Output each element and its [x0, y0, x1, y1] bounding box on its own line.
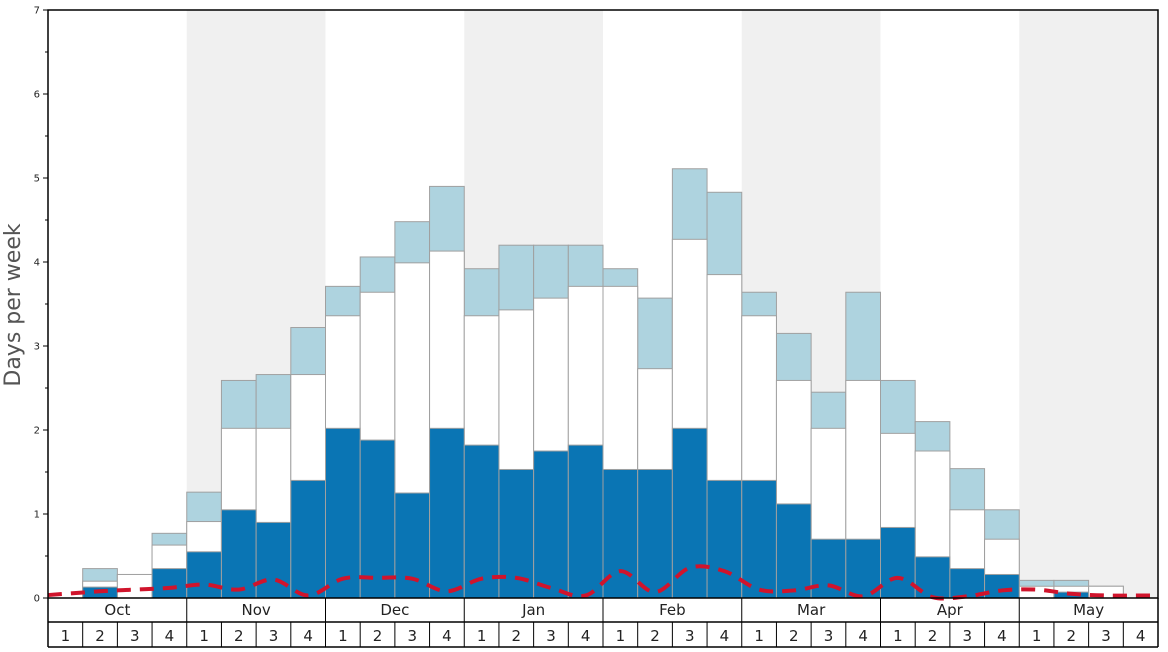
bar-dark	[325, 427, 361, 599]
week-label: 2	[928, 627, 938, 645]
bar-dark	[463, 444, 500, 599]
week-label: 4	[997, 627, 1007, 645]
bar-dark	[741, 479, 777, 599]
bar-dark	[220, 509, 257, 599]
bar-dark	[984, 573, 1020, 599]
week-label: 3	[269, 627, 279, 645]
week-label: 2	[512, 627, 522, 645]
y-axis-label: Days per week	[1, 223, 26, 386]
week-label: 1	[1032, 627, 1042, 645]
dashed-line-group	[47, 564, 1158, 601]
y-tick-label: 7	[34, 6, 40, 17]
week-label: 1	[338, 627, 348, 645]
week-label: 3	[824, 627, 834, 645]
week-label: 2	[789, 627, 799, 645]
month-band	[1019, 10, 1158, 598]
week-label: 1	[61, 627, 71, 645]
bar-dark	[151, 568, 188, 599]
bar-dark	[429, 427, 465, 599]
month-label: May	[1073, 601, 1104, 619]
week-label: 3	[546, 627, 556, 645]
week-label: 2	[234, 627, 244, 645]
bar-dark	[186, 551, 222, 599]
month-label: Mar	[797, 601, 826, 619]
week-label: 1	[893, 627, 903, 645]
y-tick-label: 0	[34, 594, 40, 605]
week-label: 4	[581, 627, 591, 645]
bar-dark	[706, 479, 743, 599]
bar-dark	[567, 444, 604, 599]
bar-dark	[637, 468, 673, 599]
month-label: Feb	[659, 601, 686, 619]
week-label: 4	[165, 627, 175, 645]
bar-dark	[290, 479, 326, 599]
month-label: Nov	[241, 601, 270, 619]
y-tick-label: 4	[34, 258, 40, 269]
week-label: 2	[373, 627, 383, 645]
bar-white	[116, 573, 153, 599]
y-tick-label: 3	[34, 342, 40, 353]
week-label: 3	[407, 627, 417, 645]
week-label: 1	[754, 627, 764, 645]
bar-dark	[533, 450, 569, 599]
week-label: 1	[616, 627, 626, 645]
week-label: 1	[199, 627, 209, 645]
month-label: Jan	[521, 601, 545, 619]
bar-dark	[775, 503, 812, 599]
week-label: 2	[95, 627, 105, 645]
week-label: 2	[650, 627, 660, 645]
bar-dark	[359, 439, 396, 599]
bar-dark	[880, 526, 916, 599]
week-label: 4	[720, 627, 730, 645]
month-label: Apr	[937, 601, 964, 619]
week-label: 4	[303, 627, 313, 645]
y-tick-label: 5	[34, 174, 40, 185]
y-tick-label: 6	[34, 90, 40, 101]
bar-dark	[671, 427, 708, 599]
bar-dark	[845, 538, 881, 599]
week-label: 3	[1101, 627, 1111, 645]
month-label: Dec	[380, 601, 409, 619]
week-label: 1	[477, 627, 487, 645]
y-axis: 0 1 2 3 4 5 6 7	[34, 6, 48, 605]
y-tick-label: 1	[34, 510, 40, 521]
bar-dark	[394, 492, 431, 599]
x-axis: Oct Nov Dec Jan Feb Mar Apr May 1 2 3 4 1 2 3 4 1 2 3 4 1 2 3 4…	[47, 598, 1159, 648]
month-label: Oct	[104, 601, 130, 619]
week-label: 4	[442, 627, 452, 645]
week-label: 4	[1136, 627, 1146, 645]
week-label: 3	[962, 627, 972, 645]
week-label: 4	[858, 627, 868, 645]
dashed-line	[47, 564, 1158, 601]
week-label: 3	[685, 627, 695, 645]
week-label: 3	[130, 627, 140, 645]
week-label: 2	[1067, 627, 1077, 645]
y-tick-label: 2	[34, 426, 40, 437]
